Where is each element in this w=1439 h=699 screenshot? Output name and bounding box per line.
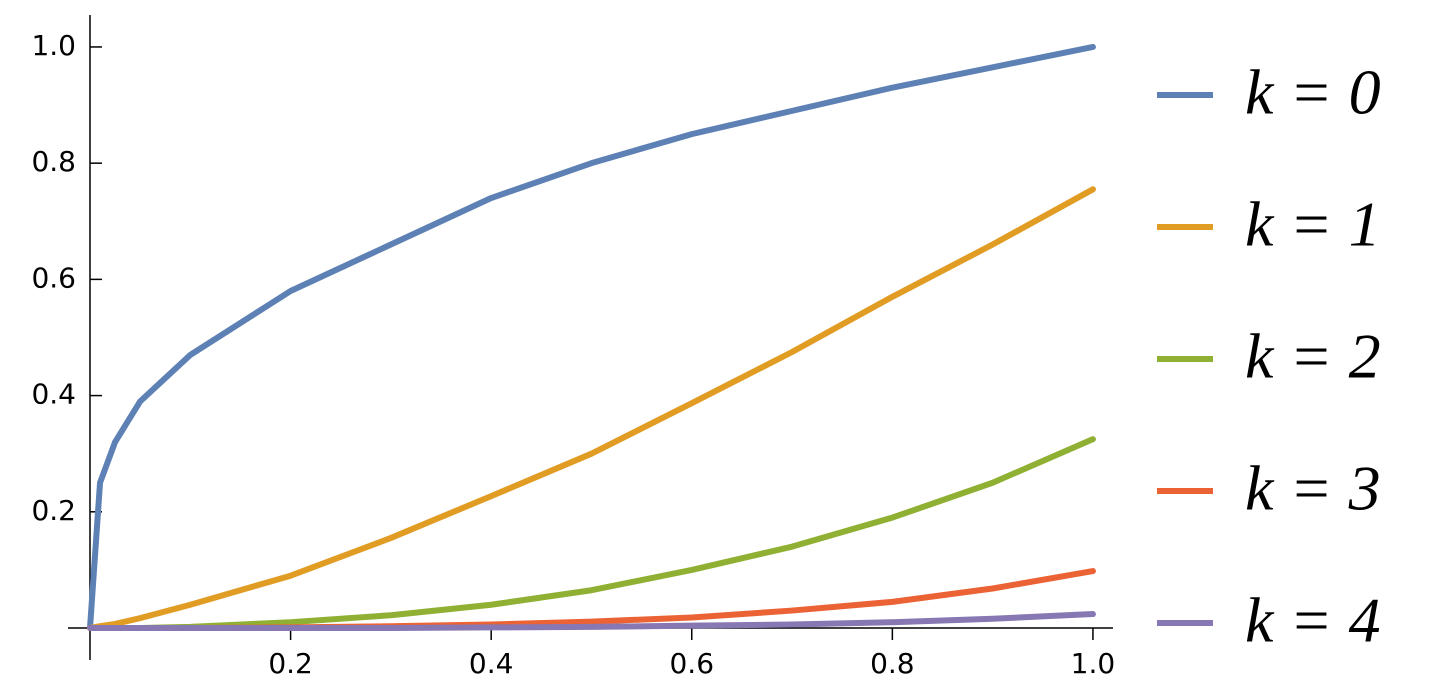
y-tick-label: 1.0 (31, 29, 76, 62)
x-tick-label: 0.2 (268, 647, 313, 680)
legend-label: k = 1 (1245, 189, 1381, 260)
y-tick-label: 0.4 (31, 378, 76, 411)
y-tick-label: 0.6 (31, 261, 76, 294)
legend-label: k = 2 (1245, 321, 1381, 392)
series-line (87, 43, 1096, 631)
legend-label: k = 3 (1245, 453, 1381, 524)
x-tick-label: 0.6 (669, 647, 714, 680)
legend-label: k = 0 (1245, 57, 1381, 128)
series-line (87, 436, 1096, 631)
legend-label: k = 4 (1245, 585, 1381, 656)
series-line (87, 186, 1096, 631)
y-tick-label: 0.8 (31, 145, 76, 178)
y-tick-label: 0.2 (31, 494, 76, 527)
series-line (87, 611, 1096, 631)
x-tick-label: 1.0 (1071, 647, 1116, 680)
x-tick-label: 0.8 (870, 647, 915, 680)
x-tick-label: 0.4 (469, 647, 514, 680)
